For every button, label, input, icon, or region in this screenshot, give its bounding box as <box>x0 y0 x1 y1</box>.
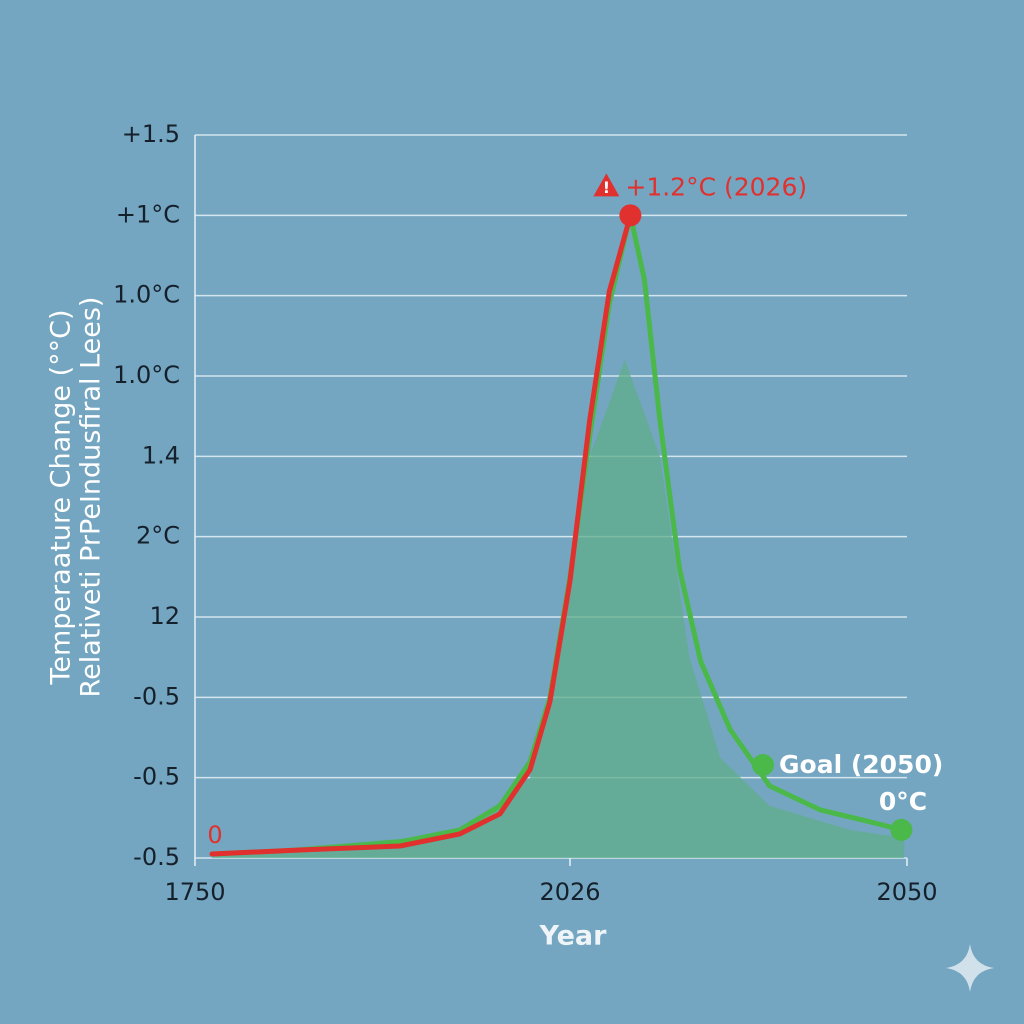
y-tick-label: +1.5 <box>122 120 180 148</box>
y-tick-label: 1.0°C <box>113 361 180 389</box>
line <box>209 212 633 857</box>
end-annotation: 0°C <box>879 787 927 816</box>
peak-annotation: +1.2°C (2026) <box>625 172 807 201</box>
goal-legend-dot <box>752 754 774 776</box>
x-tick-label: 1750 <box>164 878 225 906</box>
y-label-line: Temperaature Change (°°C) <box>46 309 77 685</box>
x-tick-label: 2026 <box>539 878 600 906</box>
y-tick-label: 12 <box>149 602 180 630</box>
y-tick-label: 1.4 <box>142 441 180 469</box>
y-axis-title: Temperaature Change (°°C) Relativeti PrP… <box>46 297 107 698</box>
area <box>212 359 905 858</box>
warning-mark: ! <box>603 178 610 197</box>
x-tick-label: 2050 <box>876 878 937 906</box>
goal-annotation: Goal (2050) <box>779 750 943 779</box>
x-axis-title: Year <box>539 921 608 952</box>
y-tick-label: 2°C <box>136 522 180 550</box>
start-annotation: 0 <box>207 821 222 849</box>
sparkle-icon <box>946 944 994 992</box>
y-tick-label: -0.5 <box>133 682 180 710</box>
y-label-line: Relativeti PrPeIndusfiral Lees) <box>76 297 107 698</box>
y-tick-label: -0.5 <box>133 843 180 871</box>
goal-point <box>890 818 913 841</box>
peak-point <box>619 204 642 227</box>
y-tick-label: +1°C <box>116 200 180 228</box>
y-tick-label: -0.5 <box>133 763 180 791</box>
warning-icon <box>593 173 620 197</box>
y-tick-label: 1.0°C <box>113 281 180 309</box>
